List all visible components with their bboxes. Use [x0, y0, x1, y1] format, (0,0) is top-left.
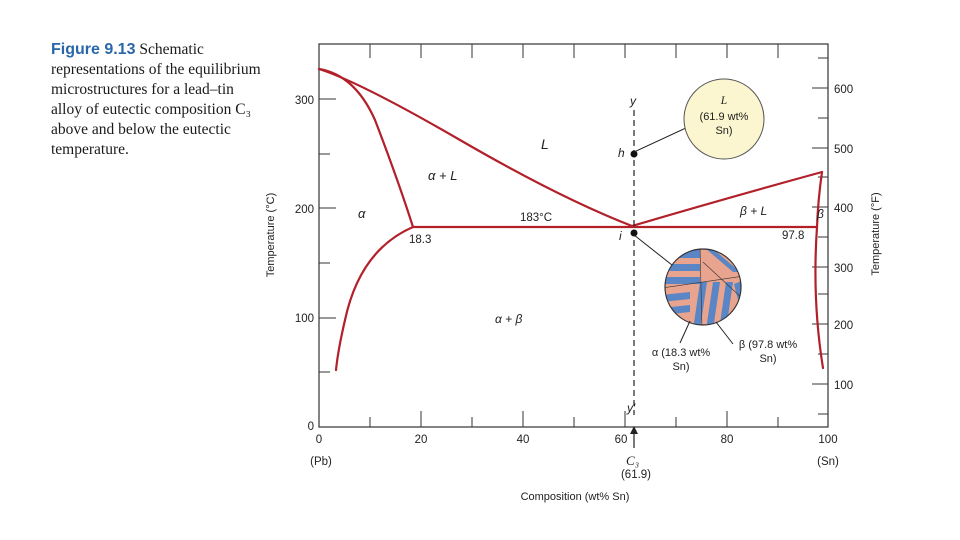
y-right-axis-label: Temperature (°F) [870, 192, 882, 275]
leader-beta [715, 321, 734, 345]
y-left-ticks [319, 98, 336, 373]
label-i: i [619, 229, 622, 243]
y-right-tick-500: 500 [834, 144, 853, 156]
caption-text: Schematic representations of the equilib… [51, 41, 261, 158]
leader-liquid [633, 126, 689, 153]
x-tick-100: 100 [818, 434, 837, 446]
x-tick-40: 40 [517, 434, 530, 446]
composition-symbol: C₃ [626, 453, 639, 468]
label-y-prime: y′ [626, 401, 636, 415]
point-i [630, 229, 638, 237]
region-alpha: α [358, 206, 366, 221]
solvus-left [334, 225, 415, 372]
label-h: h [618, 146, 625, 160]
alpha-comp-line2: Sn) [672, 361, 689, 373]
x-ticks [318, 44, 779, 427]
y-left-axis-label: Temperature (°C) [265, 193, 277, 277]
leader-eutectic [633, 234, 673, 266]
liquid-comp-line1: (61.9 wt% [700, 111, 749, 123]
leader-alpha [679, 320, 691, 344]
eutectic-microstructure-outline [664, 248, 742, 326]
beta-comp-line1: β (97.8 wt% [739, 339, 798, 351]
y-left-tick-300: 300 [295, 95, 314, 107]
composition-arrowhead [630, 426, 638, 434]
y-left-tick-0: 0 [308, 421, 314, 433]
y-right-tick-300: 300 [834, 263, 853, 275]
x-tick-80: 80 [721, 434, 734, 446]
x-tick-20: 20 [415, 434, 428, 446]
x-end-label-sn: (Sn) [817, 456, 839, 468]
figure-label: Figure 9.13 [51, 41, 136, 58]
point-h [630, 150, 638, 158]
x-tick-0: 0 [316, 434, 322, 446]
eutectic-alpha-comp: 18.3 [409, 234, 431, 246]
y-right-tick-600: 600 [834, 84, 853, 96]
eutectic-microstructure [665, 249, 741, 325]
solvus-right [814, 225, 825, 370]
y-left-tick-100: 100 [295, 313, 314, 325]
label-y: y [629, 94, 637, 108]
figure-caption: Figure 9.13 Schematic representations of… [51, 40, 261, 160]
y-right-tick-400: 400 [834, 203, 853, 215]
y-right-tick-100: 100 [834, 380, 853, 392]
region-beta-liquid: β + L [739, 204, 767, 218]
eutectic-temp-label: 183°C [520, 212, 552, 224]
liquid-phase-label: L [720, 95, 727, 107]
region-liquid: L [541, 136, 549, 152]
solidus-left [317, 67, 415, 229]
alpha-comp-line1: α (18.3 wt% [652, 347, 711, 359]
eutectic-beta-comp: 97.8 [782, 230, 804, 242]
y-right-tick-200: 200 [834, 320, 853, 332]
x-tick-60: 60 [615, 434, 628, 446]
solidus-right [815, 170, 824, 229]
liquidus-left [317, 67, 634, 228]
region-alpha-beta: α + β [495, 312, 523, 326]
liquid-comp-line2: Sn) [715, 125, 732, 137]
liquid-microstructure [683, 78, 765, 160]
y-right-ticks [812, 57, 828, 415]
beta-comp-line2: Sn) [759, 353, 776, 365]
region-beta: β [816, 207, 824, 221]
x-axis-label: Composition (wt% Sn) [521, 491, 630, 503]
x-end-label-pb: (Pb) [310, 456, 332, 468]
region-alpha-liquid: α + L [428, 168, 457, 183]
composition-value: (61.9) [621, 469, 651, 481]
liquidus-right [630, 170, 824, 228]
y-left-tick-200: 200 [295, 204, 314, 216]
